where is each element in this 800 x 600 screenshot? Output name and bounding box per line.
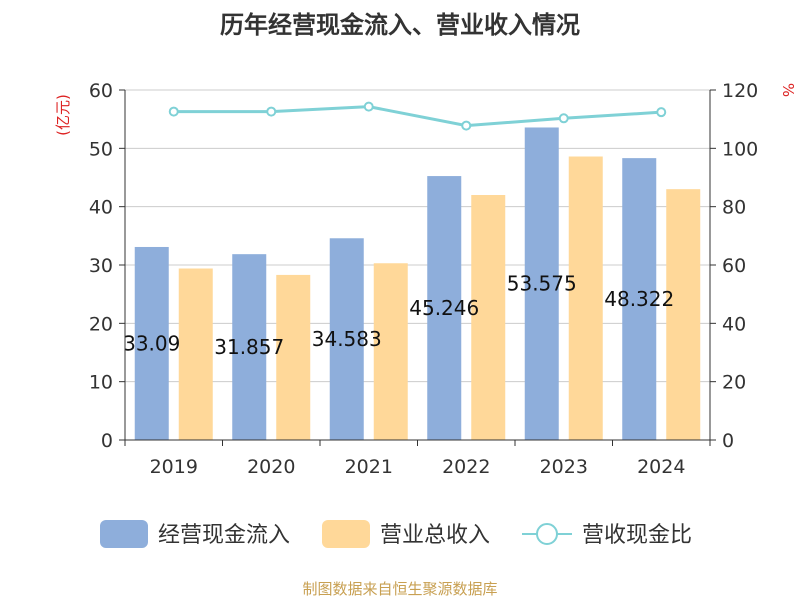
x-tick-label: 2020 <box>247 456 295 478</box>
gridlines <box>125 89 710 383</box>
bar <box>524 127 559 441</box>
legend-marker <box>536 523 558 545</box>
bar <box>622 158 657 440</box>
ratio-point <box>168 106 179 117</box>
bar-value-label: 33.09 <box>123 331 180 355</box>
ratio-line <box>168 101 667 131</box>
left-tick-label: 60 <box>89 80 113 102</box>
bar <box>134 246 169 440</box>
legend-label: 营业总收入 <box>380 523 490 548</box>
legend-label: 经营现金流入 <box>158 523 290 548</box>
right-tick-label: 60 <box>722 255 746 277</box>
right-axis-unit: % <box>779 83 797 97</box>
bar <box>427 176 462 440</box>
chart-title: 历年经营现金流入、营业收入情况 <box>220 11 580 39</box>
source-note: 制图数据来自恒生聚源数据库 <box>302 580 497 598</box>
ratio-point <box>363 101 374 112</box>
ratio-point <box>266 106 277 117</box>
x-tick-label: 2019 <box>150 456 198 478</box>
bar-value-label: 34.583 <box>312 327 382 351</box>
bar <box>329 238 364 440</box>
right-tick-label: 20 <box>722 372 746 394</box>
axes: 0 10 20 30 40 50 60 0 20 40 60 80 100 120 2019 2020 2021… <box>89 80 758 478</box>
left-tick-label: 30 <box>89 255 113 277</box>
bar-labels: 33.09 31.857 34.583 45.246 53.575 48.322 <box>123 272 674 359</box>
bar-value-label: 45.246 <box>409 296 479 320</box>
right-tick-label: 0 <box>722 430 734 452</box>
ratio-point <box>558 113 569 124</box>
left-tick-label: 10 <box>89 372 113 394</box>
bar <box>178 268 213 440</box>
ratio-point <box>461 120 472 131</box>
legend-label: 营收现金比 <box>582 523 692 548</box>
bar-value-label: 53.575 <box>507 272 577 296</box>
right-tick-label: 40 <box>722 313 746 335</box>
x-tick-label: 2023 <box>540 456 588 478</box>
bar <box>276 274 311 440</box>
x-tick-label: 2021 <box>345 456 393 478</box>
left-tick-label: 20 <box>89 313 113 335</box>
x-tick-label: 2024 <box>637 456 685 478</box>
bar <box>568 156 603 440</box>
left-tick-label: 40 <box>89 197 113 219</box>
bars <box>134 127 701 441</box>
legend: 经营现金流入 营业总收入 营收现金比 <box>100 520 692 548</box>
ratio-point <box>656 107 667 118</box>
legend-swatch <box>100 520 148 548</box>
bar <box>373 263 408 440</box>
bar-value-label: 48.322 <box>604 287 674 311</box>
right-tick-label: 120 <box>722 80 758 102</box>
bar-value-label: 31.857 <box>214 335 284 359</box>
legend-swatch <box>322 520 370 548</box>
bar <box>471 195 506 440</box>
x-tick-label: 2022 <box>442 456 490 478</box>
left-tick-label: 0 <box>101 430 113 452</box>
left-axis-unit: (亿元) <box>54 94 72 136</box>
bar <box>666 189 701 440</box>
right-tick-label: 80 <box>722 197 746 219</box>
right-tick-label: 100 <box>722 138 758 160</box>
left-tick-label: 50 <box>89 138 113 160</box>
bar <box>232 254 267 440</box>
ratio-line-path <box>173 105 662 128</box>
